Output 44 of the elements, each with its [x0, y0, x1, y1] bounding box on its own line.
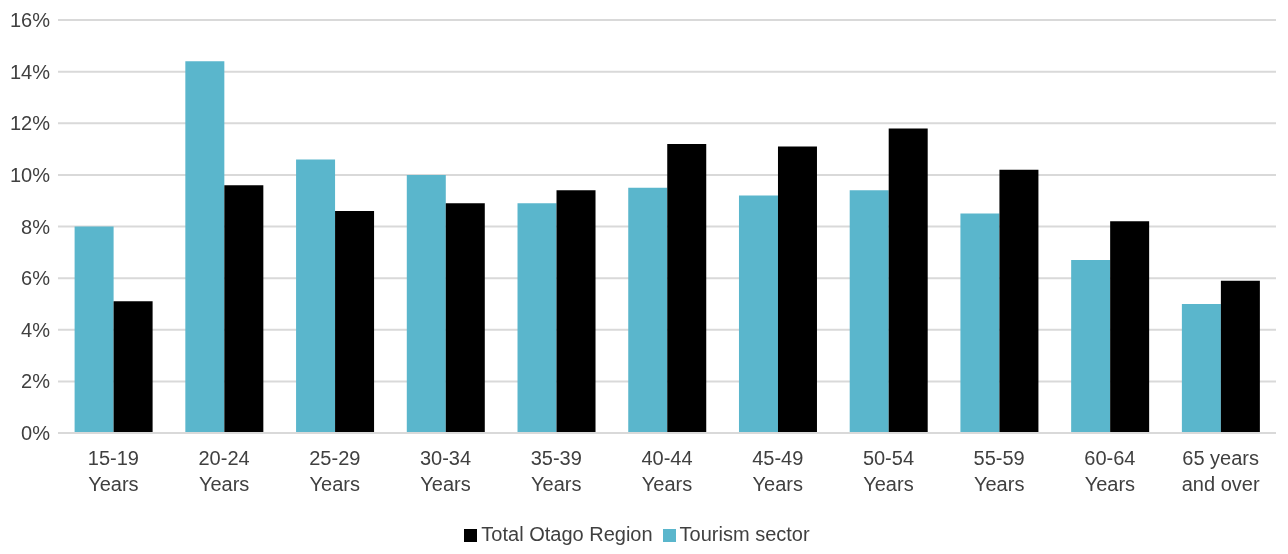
x-tick-label: 40-44 Years: [641, 447, 693, 495]
y-tick-label: 14%: [9, 60, 51, 83]
legend-label: Total Otago Region: [481, 523, 653, 545]
bar: [517, 203, 557, 433]
y-tick-label: 12%: [9, 112, 51, 135]
bar: [1220, 280, 1260, 433]
x-tick-label: 20-24 Years: [198, 447, 250, 495]
bar: [185, 61, 225, 433]
bar: [224, 185, 264, 433]
x-tick-label: 25-29 Years: [309, 447, 361, 495]
bar: [777, 146, 817, 433]
bar: [849, 190, 889, 433]
y-tick-label: 2%: [21, 370, 51, 393]
bar: [1181, 303, 1221, 433]
bar: [113, 301, 153, 433]
bar: [1071, 260, 1111, 433]
x-tick-label: 50-54 Years: [862, 447, 915, 495]
bar: [296, 159, 336, 433]
x-tick-label: 30-34 Years: [419, 447, 472, 495]
x-tick-label: 65 years and over: [1181, 447, 1260, 495]
x-tick-label: 60-64 Years: [1084, 447, 1136, 495]
bar: [1110, 221, 1150, 433]
bar: [556, 190, 596, 433]
y-tick-label: 16%: [9, 9, 51, 32]
bar: [999, 169, 1039, 433]
bar: [445, 203, 485, 433]
x-tick-label: 45-49 Years: [752, 447, 804, 495]
y-tick-label: 0%: [21, 422, 51, 445]
x-tick-label: 55-59 Years: [973, 447, 1025, 495]
bar: [667, 143, 707, 433]
bar: [74, 226, 114, 433]
bar: [335, 211, 375, 433]
y-tick-label: 8%: [21, 215, 51, 238]
x-tick-label: 35-39 Years: [530, 447, 582, 495]
y-tick-label: 10%: [9, 163, 51, 186]
bar: [888, 128, 928, 433]
bar: [738, 195, 778, 433]
legend-label: Tourism sector: [679, 523, 810, 545]
x-tick-label: 15-19 Years: [87, 447, 139, 495]
bar: [960, 213, 1000, 433]
bar: [406, 174, 446, 433]
y-tick-label: 4%: [21, 318, 51, 341]
y-tick-label: 6%: [21, 267, 51, 290]
bar: [628, 187, 668, 433]
